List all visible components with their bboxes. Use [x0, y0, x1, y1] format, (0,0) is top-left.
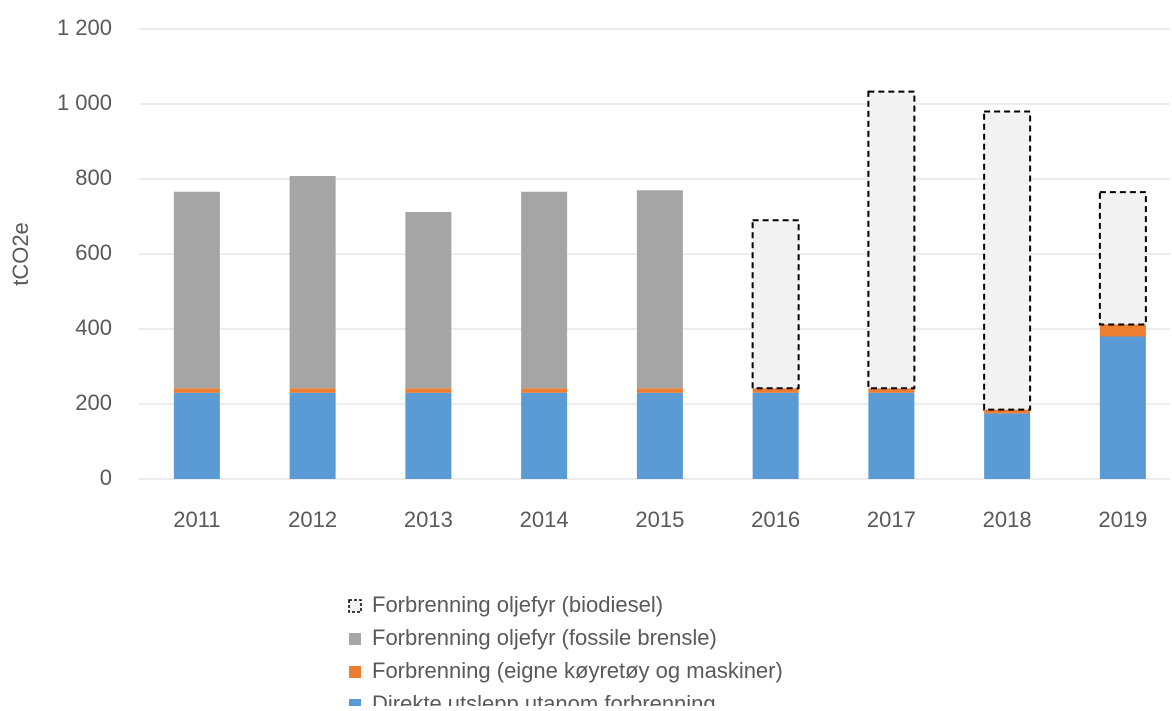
bar-segment [636, 190, 683, 389]
bar-segment [405, 388, 452, 393]
legend-label: Forbrenning (eigne køyretøy og maskiner) [372, 658, 783, 683]
bar-segment [289, 388, 336, 393]
x-tick-label: 2016 [751, 507, 800, 532]
bar-segment [1099, 336, 1146, 479]
bar-segment [405, 212, 452, 389]
bar-segment [752, 392, 799, 479]
legend-marker [349, 699, 361, 711]
y-tick-label: 400 [75, 315, 112, 340]
bar-segment [521, 392, 568, 479]
y-tick-label: 1 000 [57, 90, 112, 115]
y-tick-label: 1 200 [57, 15, 112, 40]
bar-segment [751, 219, 800, 390]
bar-segment [521, 191, 568, 389]
legend-marker [348, 599, 362, 613]
x-tick-label: 2019 [1098, 507, 1147, 532]
legend-marker [349, 633, 361, 645]
y-tick-label: 0 [100, 465, 112, 490]
x-tick-label: 2017 [867, 507, 916, 532]
bar-segment [636, 388, 683, 393]
legend-label: Forbrenning oljefyr (fossile brensle) [372, 625, 717, 650]
bar-segment [867, 90, 916, 390]
x-tick-label: 2011 [173, 507, 220, 532]
bar-segment [636, 392, 683, 479]
y-tick-label: 800 [75, 165, 112, 190]
bar-segment [1098, 191, 1147, 326]
bar-segment [173, 392, 220, 479]
x-tick-label: 2012 [288, 507, 337, 532]
bar-segment [868, 392, 915, 479]
y-axis-label: tCO2e [8, 222, 33, 286]
bar-segment [868, 388, 915, 393]
bar-segment [1099, 324, 1146, 337]
legend-label: Forbrenning oljefyr (biodiesel) [372, 592, 663, 617]
legend-marker [349, 666, 361, 678]
bar-segment [983, 110, 1032, 411]
legend-label: Direkte utslepp utanom forbrenning [372, 691, 716, 706]
bar-segment [984, 409, 1031, 414]
bar-segment [521, 388, 568, 393]
x-tick-label: 2018 [983, 507, 1032, 532]
bar-segment [984, 413, 1031, 479]
bar-segment [289, 176, 336, 389]
bar-segment [289, 392, 336, 479]
x-tick-label: 2015 [635, 507, 684, 532]
x-tick-label: 2014 [520, 507, 569, 532]
y-tick-label: 600 [75, 240, 112, 265]
x-tick-label: 2013 [404, 507, 453, 532]
y-tick-label: 200 [75, 390, 112, 415]
bar-segment [173, 191, 220, 389]
bar-segment [405, 392, 452, 479]
bar-segment [752, 388, 799, 393]
bar-segment [173, 388, 220, 393]
